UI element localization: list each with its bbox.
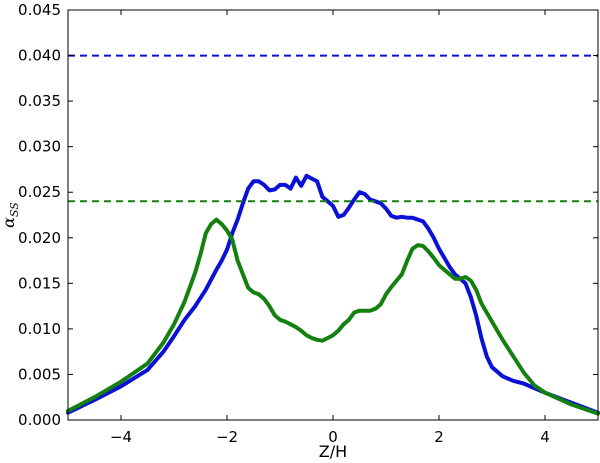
x-tick-label: 0 <box>328 428 338 446</box>
y-tick-label: 0.030 <box>18 138 61 156</box>
y-tick-label: 0.020 <box>18 229 61 247</box>
x-tick-label: 4 <box>540 428 550 446</box>
y-tick-label: 0.035 <box>18 92 61 110</box>
y-tick-label: 0.015 <box>18 274 61 292</box>
y-axis-label: αSS <box>0 202 21 228</box>
y-axis-label-sub: SS <box>8 202 21 217</box>
y-tick-label: 0.025 <box>18 183 61 201</box>
y-tick-label: 0.040 <box>18 47 61 65</box>
y-axis-label-main: α <box>0 217 18 228</box>
series-line-0 <box>66 173 600 415</box>
y-tick-label: 0.005 <box>18 365 61 383</box>
y-tick-label: 0.010 <box>18 320 61 338</box>
series-layer <box>66 54 600 416</box>
labels-layer: Z/H αSS <box>0 202 347 461</box>
y-tick-label: 0.045 <box>18 1 61 19</box>
y-tick-label: 0.000 <box>18 411 61 429</box>
plot-frame <box>67 9 599 421</box>
x-axis-label: Z/H <box>319 442 347 461</box>
ticks-layer: −4 −2 0 2 4 0.000 0.005 0.010 0.015 0.020 0.025 0.0… <box>18 1 598 446</box>
x-tick-label: 2 <box>434 428 444 446</box>
x-tick-label: −2 <box>216 428 238 446</box>
x-tick-label: −4 <box>110 428 132 446</box>
series-line-1 <box>66 217 600 416</box>
